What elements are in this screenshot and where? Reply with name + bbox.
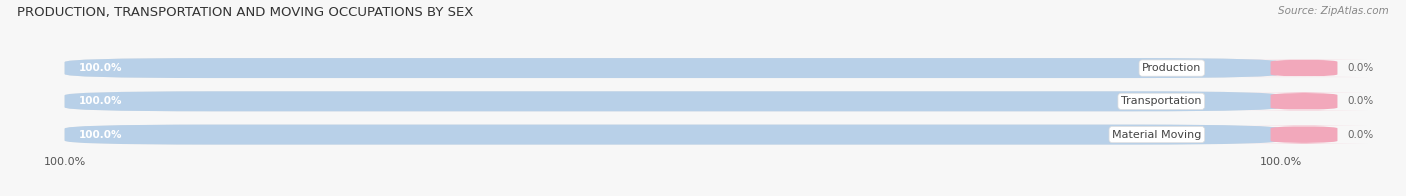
FancyBboxPatch shape xyxy=(1240,92,1368,110)
Text: 100.0%: 100.0% xyxy=(79,130,122,140)
Text: Material Moving: Material Moving xyxy=(1112,130,1202,140)
FancyBboxPatch shape xyxy=(65,58,1281,78)
FancyBboxPatch shape xyxy=(65,125,1281,145)
Text: 100.0%: 100.0% xyxy=(79,96,122,106)
FancyBboxPatch shape xyxy=(65,125,1281,145)
Text: Source: ZipAtlas.com: Source: ZipAtlas.com xyxy=(1278,6,1389,16)
Text: 0.0%: 0.0% xyxy=(1347,63,1374,73)
Text: 0.0%: 0.0% xyxy=(1347,96,1374,106)
Text: Transportation: Transportation xyxy=(1121,96,1202,106)
FancyBboxPatch shape xyxy=(1240,126,1368,143)
FancyBboxPatch shape xyxy=(1240,59,1368,77)
Legend: Male, Female: Male, Female xyxy=(638,193,768,196)
Text: 100.0%: 100.0% xyxy=(79,63,122,73)
FancyBboxPatch shape xyxy=(65,91,1281,111)
FancyBboxPatch shape xyxy=(65,58,1281,78)
FancyBboxPatch shape xyxy=(65,91,1281,111)
Text: 0.0%: 0.0% xyxy=(1347,130,1374,140)
Text: PRODUCTION, TRANSPORTATION AND MOVING OCCUPATIONS BY SEX: PRODUCTION, TRANSPORTATION AND MOVING OC… xyxy=(17,6,474,19)
Text: Production: Production xyxy=(1142,63,1202,73)
